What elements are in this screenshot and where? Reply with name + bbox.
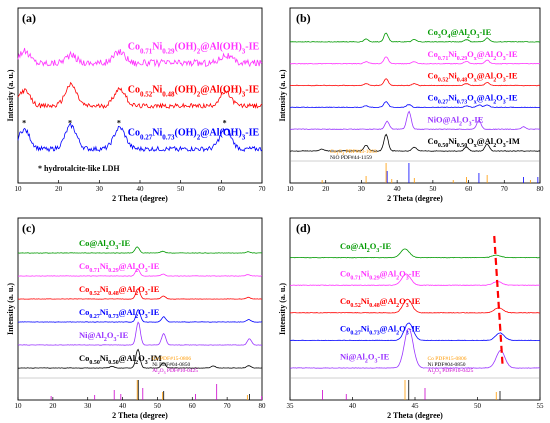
x-tick-label: 10 [287,185,295,193]
series-line [289,32,541,43]
y-axis-label: Intensity (a. u.) [278,69,287,121]
panel-label: (a) [22,11,36,25]
panel-label: (d) [296,221,311,235]
series-line [289,273,541,286]
reference-label: NiO PDF#44-1159 [330,155,372,161]
x-tick-label: 60 [465,185,473,193]
series-label: Co0.71Ni0.29@Al2O3-IE [79,261,160,274]
panel-c: 10 20 30 40 50 60 70 80 2 Theta (degree) Intensit… [6,217,267,420]
plot-frame [17,217,263,401]
star-marker: * [223,118,227,127]
legend-annotation: * hydrotalcite-like LDH [38,164,120,173]
x-axis-label: 2 Theta (degree) [112,194,168,203]
x-tick-label: 35 [287,402,295,410]
x-tick-label: 50 [154,402,162,410]
x-tick-label: 30 [358,185,366,193]
series-line [17,321,262,346]
series-label: Co0.52Ni0.48@Al2O3-IE [79,284,160,297]
reference-label: Ni PDF#04-0850 [152,362,190,368]
reference-label: Ni PDF#04-0850 [428,362,466,368]
x-tick-label: 50 [177,185,185,193]
series-line [17,122,263,153]
series-line [17,246,263,254]
series-label: Co0.71Ni0.29Ox@Al2O3-IE [428,49,518,62]
x-tick-label: 70 [501,185,509,193]
x-axis-label: 2 Theta (degree) [112,411,168,420]
x-tick-label: 50 [474,402,482,410]
series-label: Co0.27Ni0.73(OH)2@Al(OH)3-IE [128,127,260,141]
x-tick-label: 30 [96,185,104,193]
plot-frame [289,7,541,184]
x-tick-label: 40 [137,185,145,193]
series-label: Co0.52Ni0.48Ox@Al2O3-IE [428,71,518,84]
series-line [289,327,541,369]
series-line [17,81,263,110]
reference-label: Al2O3 PDF#10-0425 [428,368,474,375]
series-line [289,78,541,87]
panel-b: 10 20 30 40 50 60 70 80 2 Theta (degree) Intensit… [278,7,545,203]
series-label: Co@Al2O3-IE [79,238,130,251]
x-tick-label: 30 [84,402,92,410]
series-label: Co0.50Ni0.50@Al2O3-IM [79,353,162,366]
x-tick-label: 60 [218,185,226,193]
series-line [289,248,540,259]
x-tick-label: 20 [49,402,57,410]
series-line [289,133,541,152]
reference-label: Co PDF#15-0806 [152,356,191,362]
star-marker: * [117,118,121,127]
x-tick-label: 50 [429,185,437,193]
y-axis-label: Intensity (a. u.) [6,283,15,335]
x-tick-label: 20 [55,185,63,193]
x-tick-label: 20 [322,185,330,193]
series-label: Co@Al2O3-IE [340,241,391,254]
y-axis-label: Intensity (a. u.) [278,283,287,335]
panel-a: 10 20 30 40 50 60 70 2 Theta (degree) Intensity … [6,7,267,203]
x-tick-label: 40 [119,402,127,410]
x-tick-label: 60 [189,402,197,410]
star-marker: * [22,118,26,127]
x-tick-label: 80 [259,402,267,410]
series-line [17,288,263,300]
series-label: Co3O4@Al2O3-IE [428,27,492,40]
series-label: Ni@Al2O3-IE [79,330,129,343]
x-tick-label: 40 [349,402,357,410]
series-label: Co0.71Ni0.29(OH)2@Al(OH)3-IE [128,41,260,55]
series-line [18,308,262,323]
x-tick-label: 40 [394,185,402,193]
y-axis-label: Intensity (a. u.) [6,69,15,121]
star-marker: * [68,118,72,127]
x-tick-label: 10 [15,402,23,410]
x-tick-label: 80 [537,185,545,193]
x-tick-label: 45 [412,402,420,410]
series-label: Co0.27Ni0.73Ox@Al2O3-IE [428,92,518,105]
panel-d: 35 40 45 50 55 2 Theta (degree) Intensity (a. … [278,217,545,420]
series-label: Co0.27Ni0.73@Al2O3-IE [340,324,421,337]
series-label: NiO@Al2O3-IE [428,114,484,127]
x-tick-label: 10 [15,185,23,193]
panel-label: (b) [296,11,311,25]
series-line [290,101,541,109]
series-line [17,348,262,369]
series-label: Co0.71Ni0.29@Al2O3-IE [340,269,421,282]
series-label: Co0.52Ni0.48(OH)2@Al(OH)3-IE [128,84,260,98]
x-axis-label: 2 Theta (degree) [387,194,443,203]
series-label: Co0.27Ni0.73@Al2O3-IE [79,307,160,320]
panel-label: (c) [22,221,35,235]
series-line [289,110,541,130]
series-line [290,322,541,342]
x-tick-label: 70 [259,185,267,193]
series-label: Co0.50Ni0.50Ox@Al2O3-IM [428,136,520,149]
x-axis-label: 2 Theta (degree) [387,411,443,420]
series-line [290,56,541,65]
series-line [17,47,263,68]
reference-label: Co3O4 PDF#43-1003 [330,149,377,156]
x-tick-label: 55 [537,402,545,410]
series-label: Co0.52Ni0.48@Al2O3-IE [340,296,421,309]
reference-label: Co PDF#15-0806 [428,356,467,362]
series-label: Ni@Al2O3-IE [340,351,390,364]
series-line [18,268,263,277]
reference-label: Al2O3 PDF#10-0425 [152,368,198,375]
x-tick-label: 70 [224,402,232,410]
